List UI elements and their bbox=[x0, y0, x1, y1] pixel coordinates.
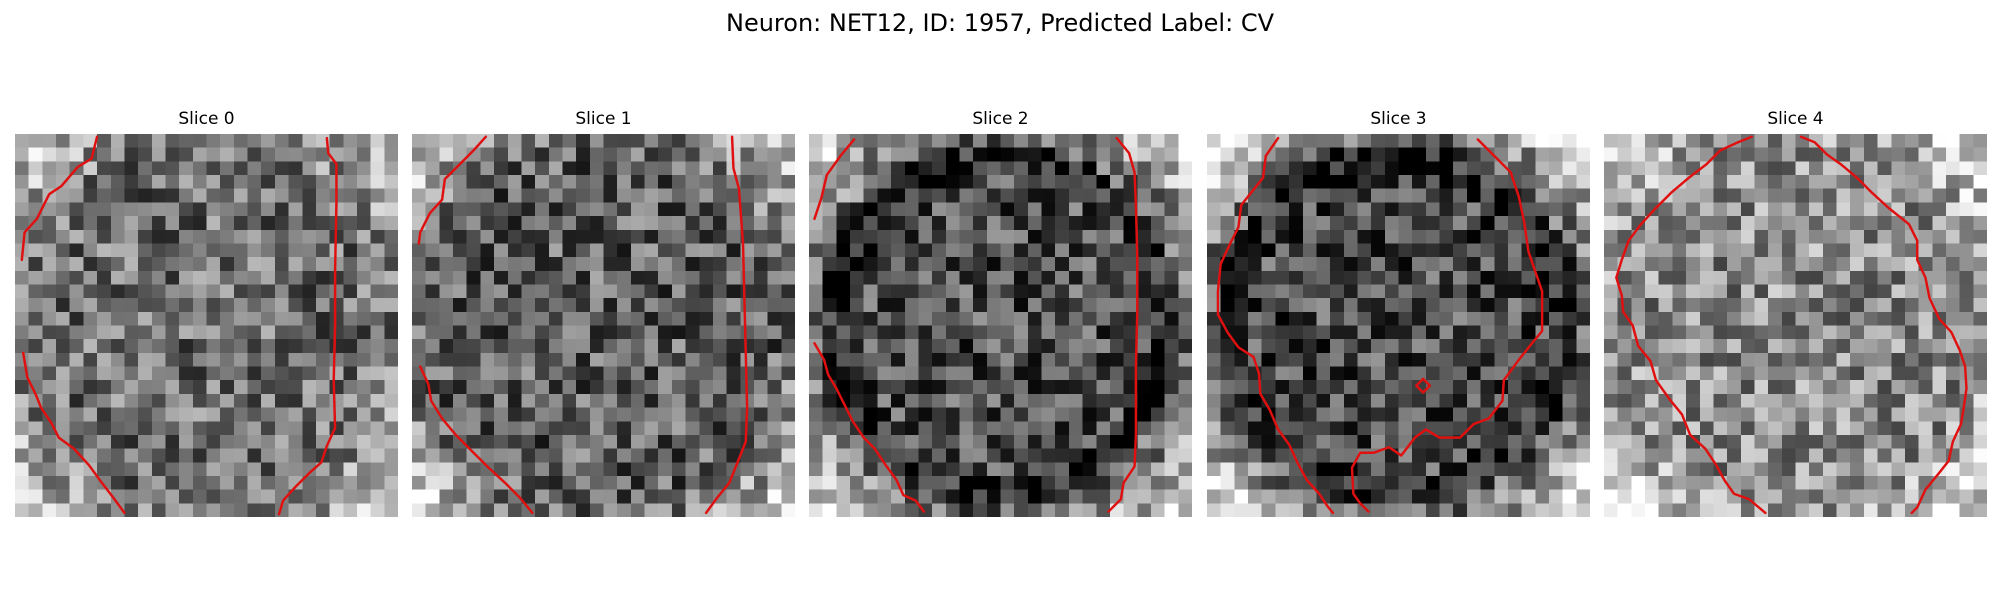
slice-image-1 bbox=[412, 134, 795, 517]
figure-title: Neuron: NET12, ID: 1957, Predicted Label… bbox=[726, 9, 1274, 37]
slice-title-0: Slice 0 bbox=[178, 109, 235, 129]
slice-contour-1b bbox=[704, 135, 749, 515]
slice-contour-4b bbox=[1615, 135, 1767, 515]
slice-image-3 bbox=[1207, 134, 1590, 517]
slice-panel-3: Slice 3 bbox=[1207, 108, 1590, 517]
slice-panel-1: Slice 1 bbox=[412, 108, 795, 517]
slice-contours-1 bbox=[417, 135, 749, 515]
slice-image-0 bbox=[15, 134, 398, 517]
slice-contour-2b bbox=[1107, 136, 1139, 513]
slice-pixels-0 bbox=[15, 134, 398, 517]
slice-contours-3 bbox=[1216, 136, 1544, 515]
slice-pixels-1 bbox=[412, 134, 795, 517]
slice-svg-4 bbox=[1604, 134, 1987, 517]
slice-svg-0 bbox=[15, 134, 398, 517]
slice-panel-2: Slice 2 bbox=[809, 108, 1192, 517]
slice-contours-2 bbox=[813, 136, 1139, 513]
slice-svg-3 bbox=[1207, 134, 1590, 517]
slice-panel-4: Slice 4 bbox=[1604, 108, 1987, 517]
slice-contour-1a bbox=[417, 135, 488, 245]
slice-contour-2c bbox=[813, 342, 926, 513]
slice-panel-0: Slice 0 bbox=[15, 108, 398, 517]
slice-contour-0a bbox=[20, 135, 99, 262]
slice-contour-4a bbox=[1799, 135, 1968, 515]
slice-contour-0b bbox=[277, 136, 338, 516]
slice-contour-3c bbox=[1415, 377, 1432, 394]
slice-title-1: Slice 1 bbox=[575, 109, 632, 129]
slice-title-4: Slice 4 bbox=[1767, 109, 1824, 129]
slice-contours-0 bbox=[20, 135, 338, 516]
slice-contours-4 bbox=[1615, 135, 1968, 515]
slice-title-2: Slice 2 bbox=[972, 109, 1029, 129]
slice-svg-2 bbox=[809, 134, 1192, 517]
slice-contour-2a bbox=[813, 138, 856, 221]
slice-contour-0c bbox=[21, 351, 126, 515]
slice-pixels-2 bbox=[809, 134, 1192, 517]
slice-pixels-4 bbox=[1604, 134, 1987, 517]
slice-pixels-3 bbox=[1207, 134, 1590, 517]
slice-title-3: Slice 3 bbox=[1370, 109, 1427, 129]
slice-image-2 bbox=[809, 134, 1192, 517]
slice-contour-3b bbox=[1350, 138, 1544, 513]
slice-contour-1b2 bbox=[418, 365, 534, 515]
slice-contour-3a bbox=[1216, 136, 1335, 515]
slice-svg-1 bbox=[412, 134, 795, 517]
slice-image-4 bbox=[1604, 134, 1987, 517]
